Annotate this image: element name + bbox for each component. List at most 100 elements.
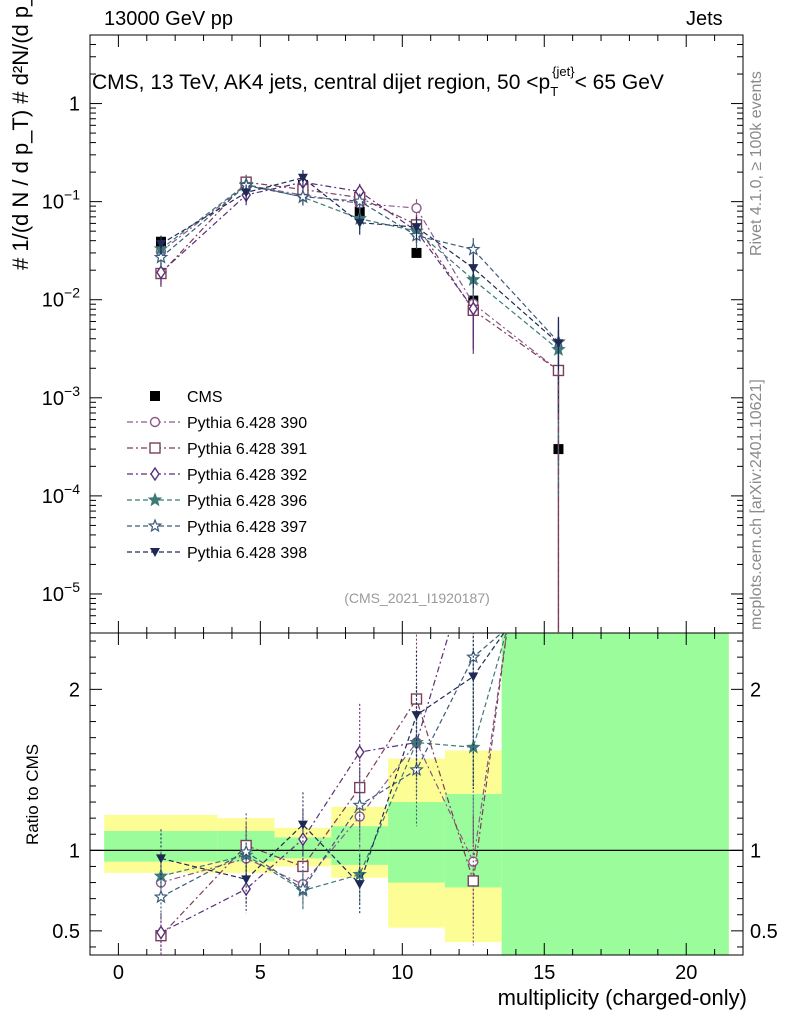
legend-item bbox=[127, 466, 183, 482]
ratio-point-4-shape bbox=[295, 881, 311, 896]
ratio-point-4 bbox=[352, 797, 367, 812]
legend-marker bbox=[150, 548, 160, 557]
ratio-point-2 bbox=[354, 744, 365, 760]
ratio-point-5-shape bbox=[411, 711, 422, 721]
ratio-point-4-shape bbox=[352, 797, 367, 812]
ratio-y-tick-label-right: 1 bbox=[750, 840, 761, 862]
main-y-tick-label: 10−4 bbox=[42, 481, 80, 508]
data-point-5-shape bbox=[352, 193, 367, 208]
x-tick-label: 15 bbox=[533, 962, 555, 984]
main-series-group bbox=[153, 170, 566, 633]
ratio-point-5-shape bbox=[297, 820, 308, 830]
x-tick-label: 5 bbox=[255, 962, 266, 984]
legend-item bbox=[150, 391, 160, 401]
legend-label: Pythia 6.428 391 bbox=[187, 441, 307, 458]
data-point-6-shape bbox=[354, 218, 365, 228]
legend-marker bbox=[147, 492, 163, 507]
main-y-tick-label: 10−5 bbox=[42, 579, 80, 606]
ratio-y-tick-label-left: 2 bbox=[69, 679, 80, 701]
legend-item bbox=[127, 548, 183, 557]
main-y-tick-label: 10−1 bbox=[42, 187, 80, 214]
legend-marker bbox=[147, 518, 163, 533]
legend-label: Pythia 6.428 397 bbox=[187, 519, 307, 536]
data-point-5-shape bbox=[153, 249, 169, 264]
data-point-6-shape bbox=[241, 188, 252, 198]
legend-marker-shape bbox=[149, 416, 161, 428]
band-green-6 bbox=[501, 633, 729, 955]
legend-marker-shape bbox=[147, 518, 163, 533]
series-6 bbox=[155, 170, 564, 420]
legend-item bbox=[127, 416, 183, 428]
ratio-line-2 bbox=[160, 633, 450, 934]
ratio-panel-frame bbox=[89, 632, 744, 956]
data-point-6-shape bbox=[411, 223, 422, 233]
ratio-point-5-shape bbox=[241, 875, 252, 885]
analysis-id-label: (CMS_2021_I1920187) bbox=[344, 590, 490, 606]
ratio-point-5 bbox=[411, 711, 422, 721]
data-point-0 bbox=[411, 247, 422, 258]
legend-marker-shape bbox=[150, 391, 160, 401]
ratio-point-2-shape bbox=[354, 744, 365, 760]
legend-item bbox=[127, 442, 183, 454]
ratio-y-axis-label-text: Ratio to CMS bbox=[23, 744, 42, 845]
main-y-tick-label: 1 bbox=[69, 94, 80, 116]
data-point-5-shape bbox=[466, 241, 481, 256]
series-3 bbox=[156, 174, 479, 350]
data-point-5 bbox=[295, 189, 311, 204]
ratio-point-5-shape bbox=[354, 880, 365, 890]
ratio-y-axis-label: Ratio to CMS bbox=[23, 744, 42, 845]
data-point-5 bbox=[153, 249, 169, 264]
ratio-point-2 bbox=[241, 881, 251, 897]
legend-marker bbox=[149, 416, 161, 428]
ratio-point-5 bbox=[468, 672, 479, 682]
legend-label: CMS bbox=[187, 389, 223, 406]
ratio-y-tick-label-left: 0.5 bbox=[52, 921, 80, 943]
data-point-3-shape bbox=[468, 301, 479, 316]
legend-marker-shape bbox=[150, 466, 160, 482]
legend-marker bbox=[150, 391, 160, 401]
ratio-point-1-shape bbox=[467, 875, 479, 887]
ratio-point-2 bbox=[156, 925, 166, 940]
data-point-3-shape bbox=[156, 265, 166, 280]
ratio-point-5 bbox=[354, 880, 365, 890]
ratio-point-4 bbox=[153, 889, 169, 904]
ratio-point-4-shape bbox=[153, 889, 169, 904]
legend-marker-shape bbox=[147, 492, 163, 507]
ratio-point-2-shape bbox=[156, 925, 166, 940]
header-right: Jets bbox=[686, 8, 723, 30]
header-left: 13000 GeV pp bbox=[104, 8, 233, 30]
legend-label: Pythia 6.428 398 bbox=[187, 545, 307, 562]
x-axis-label: multiplicity (charged-only) bbox=[498, 985, 747, 1010]
data-point-6 bbox=[241, 188, 252, 198]
ratio-point-2-shape bbox=[241, 881, 251, 897]
data-point-6 bbox=[468, 264, 479, 274]
ratio-point-1 bbox=[467, 875, 479, 887]
series-line-3 bbox=[160, 181, 474, 310]
data-point-6 bbox=[354, 218, 365, 228]
data-point-3 bbox=[156, 265, 166, 280]
ratio-y-tick-label-right: 2 bbox=[750, 679, 761, 701]
ratio-point-4 bbox=[295, 881, 311, 896]
legend-item bbox=[127, 518, 183, 533]
ratio-point-5 bbox=[241, 875, 252, 885]
ratio-point-5 bbox=[297, 820, 308, 830]
main-y-tick-label: 10−3 bbox=[42, 383, 80, 410]
data-point-3 bbox=[468, 301, 479, 316]
legend-marker-shape bbox=[150, 548, 160, 557]
ratio-point-5-shape bbox=[155, 854, 166, 864]
data-point-5-shape bbox=[295, 189, 311, 204]
x-tick-label: 20 bbox=[675, 962, 697, 984]
ratio-series-group bbox=[153, 633, 508, 955]
legend-marker bbox=[150, 466, 160, 482]
data-point-0-shape bbox=[411, 247, 422, 258]
legend-label: Pythia 6.428 396 bbox=[187, 493, 307, 510]
data-point-5 bbox=[466, 241, 481, 256]
data-point-6-shape bbox=[155, 239, 166, 249]
ratio-series-5 bbox=[155, 633, 505, 914]
legend-label: Pythia 6.428 390 bbox=[187, 415, 307, 432]
x-tick-label: 0 bbox=[113, 962, 124, 984]
main-panel-frame bbox=[89, 34, 744, 634]
data-point-6 bbox=[155, 239, 166, 249]
data-point-6-shape bbox=[553, 339, 564, 349]
